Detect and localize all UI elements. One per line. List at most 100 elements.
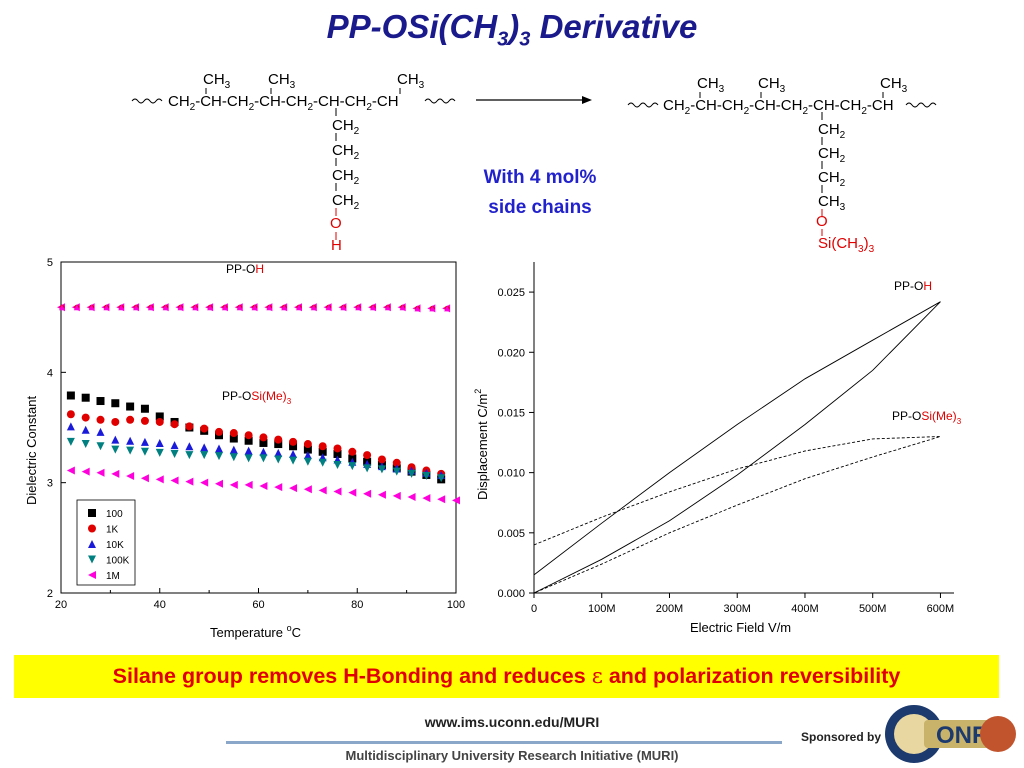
data-point [200, 478, 209, 487]
data-point [310, 304, 317, 311]
data-point [215, 452, 223, 461]
data-point [229, 429, 238, 438]
data-point [170, 476, 179, 485]
data-point [66, 466, 75, 475]
data-point [259, 481, 268, 490]
data-point [140, 474, 149, 483]
data-point [437, 495, 446, 504]
x-tick-label: 600M [927, 603, 955, 615]
x-tick-label: 20 [55, 599, 67, 611]
data-point [81, 440, 90, 449]
annotation-pp-osime3: PP-OSi(Me)3 [222, 389, 292, 406]
note-line-1: With 4 mol% [483, 167, 597, 188]
data-point [81, 413, 90, 422]
data-point [422, 472, 431, 481]
svg-text:CH3: CH3 [268, 71, 296, 91]
wavy-bond-left [627, 102, 659, 108]
data-point [407, 493, 416, 502]
displacement-chart: 0 100M 200M 300M 400M 500M 600M 0.000 0.005 0.010… [473, 262, 962, 635]
data-point [355, 304, 362, 311]
data-point [170, 441, 179, 450]
data-point [274, 448, 283, 457]
data-point [274, 440, 283, 449]
svg-text:CH3: CH3 [203, 71, 231, 91]
legend-label: 1M [106, 571, 120, 582]
data-point [325, 304, 332, 311]
x-tick-label: 200M [656, 603, 684, 615]
data-point [229, 453, 238, 462]
data-point [155, 448, 164, 457]
data-point [88, 304, 95, 311]
y-tick-label: 0.015 [497, 407, 525, 419]
y-tick-label: 0.020 [497, 347, 525, 359]
data-point [185, 422, 194, 431]
data-point [140, 416, 149, 425]
data-point [348, 462, 357, 471]
data-point [66, 391, 75, 400]
data-point [444, 305, 451, 312]
x-tick-label: 400M [791, 603, 819, 615]
data-point [303, 451, 312, 460]
data-point [392, 491, 401, 500]
data-point [215, 444, 223, 453]
x-tick-label: 300M [723, 603, 751, 615]
pp-osime3-loop [533, 436, 941, 594]
data-point [162, 304, 169, 311]
data-point [363, 464, 372, 473]
data-point [259, 433, 268, 442]
footer-divider [226, 741, 782, 744]
data-point [140, 447, 149, 456]
data-point [215, 427, 223, 436]
data-point [274, 435, 283, 444]
data-point [126, 436, 135, 445]
data-point [363, 451, 372, 460]
svg-text:CH2: CH2 [332, 142, 360, 162]
data-point [155, 417, 164, 426]
data-point [155, 438, 164, 447]
data-point [155, 475, 164, 484]
data-point [318, 447, 327, 456]
x-tick-label: 100M [588, 603, 616, 615]
y-tick-label: 0.010 [497, 468, 525, 480]
svg-text:CH2: CH2 [332, 167, 360, 187]
data-point [266, 304, 273, 311]
data-point [318, 458, 327, 467]
data-point [185, 442, 194, 451]
data-point [126, 472, 135, 481]
svg-text:H: H [331, 237, 342, 254]
legend-marker [88, 540, 96, 548]
y-axis-label: Dielectric Constant [24, 396, 39, 505]
data-point [303, 445, 312, 454]
legend-marker [88, 524, 96, 533]
svg-text:O: O [816, 213, 828, 230]
svg-text:CH2: CH2 [818, 121, 846, 141]
data-point [81, 467, 90, 476]
data-point [103, 304, 110, 311]
data-point [244, 431, 253, 440]
y-axis-label: Displacement C/m2 [473, 389, 490, 500]
data-point [185, 451, 194, 460]
data-point [289, 442, 298, 451]
data-point [96, 468, 105, 477]
data-point [392, 458, 401, 467]
data-point [236, 304, 243, 311]
svg-text:CH2: CH2 [818, 169, 846, 189]
data-point [244, 480, 253, 489]
svg-text:CH2: CH2 [818, 145, 846, 165]
conclusion-banner: Silane group removes H-Bonding and reduc… [14, 655, 999, 698]
science-seal-icon [980, 716, 1016, 752]
data-point [118, 304, 125, 311]
data-point [289, 437, 298, 446]
side-chain-note: With 4 mol% side chains [450, 163, 630, 223]
annotation-pp-oh: PP-OH [226, 262, 264, 276]
x-tick-label: 80 [351, 599, 363, 611]
data-point [200, 424, 209, 433]
website-url[interactable]: www.ims.uconn.edu/MURI [424, 714, 600, 730]
pp-oh-loop [533, 301, 941, 594]
svg-text:O: O [330, 215, 342, 232]
data-point [289, 484, 298, 493]
svg-text:CH2: CH2 [332, 192, 360, 212]
footer-text: Multidisciplinary University Research In… [345, 748, 679, 763]
svg-text:CH3: CH3 [397, 71, 425, 91]
data-point [281, 304, 288, 311]
